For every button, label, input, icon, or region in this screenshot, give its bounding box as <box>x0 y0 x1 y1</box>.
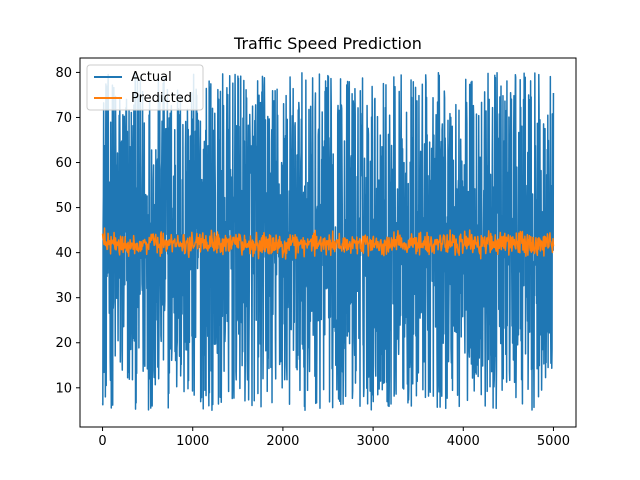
chart-title: Traffic Speed Prediction <box>233 34 422 53</box>
x-axis: 0 1000 2000 3000 4000 5000 <box>98 427 570 449</box>
x-tick-label: 2000 <box>266 434 299 449</box>
y-tick-label: 60 <box>55 156 72 171</box>
legend-label-actual: Actual <box>131 70 172 85</box>
y-axis: 10 20 30 40 50 60 70 80 <box>55 66 80 396</box>
y-tick-label: 30 <box>55 291 72 306</box>
y-tick-label: 10 <box>55 381 72 396</box>
series-line-predicted <box>101 227 555 260</box>
y-tick-label: 50 <box>55 201 72 216</box>
series-line-actual <box>101 71 555 412</box>
y-tick-label: 70 <box>55 111 72 126</box>
y-tick-label: 20 <box>55 336 72 351</box>
x-tick-label: 1000 <box>176 434 209 449</box>
y-tick-label: 80 <box>55 66 72 81</box>
legend-label-predicted: Predicted <box>131 91 192 106</box>
y-tick-label: 40 <box>55 246 72 261</box>
x-tick-label: 0 <box>98 434 106 449</box>
plot-area-frame <box>79 57 577 428</box>
legend: Actual Predicted <box>86 64 204 111</box>
series-layer <box>101 71 555 412</box>
x-tick-label: 4000 <box>447 434 480 449</box>
x-tick-label: 5000 <box>537 434 570 449</box>
x-tick-label: 3000 <box>357 434 390 449</box>
